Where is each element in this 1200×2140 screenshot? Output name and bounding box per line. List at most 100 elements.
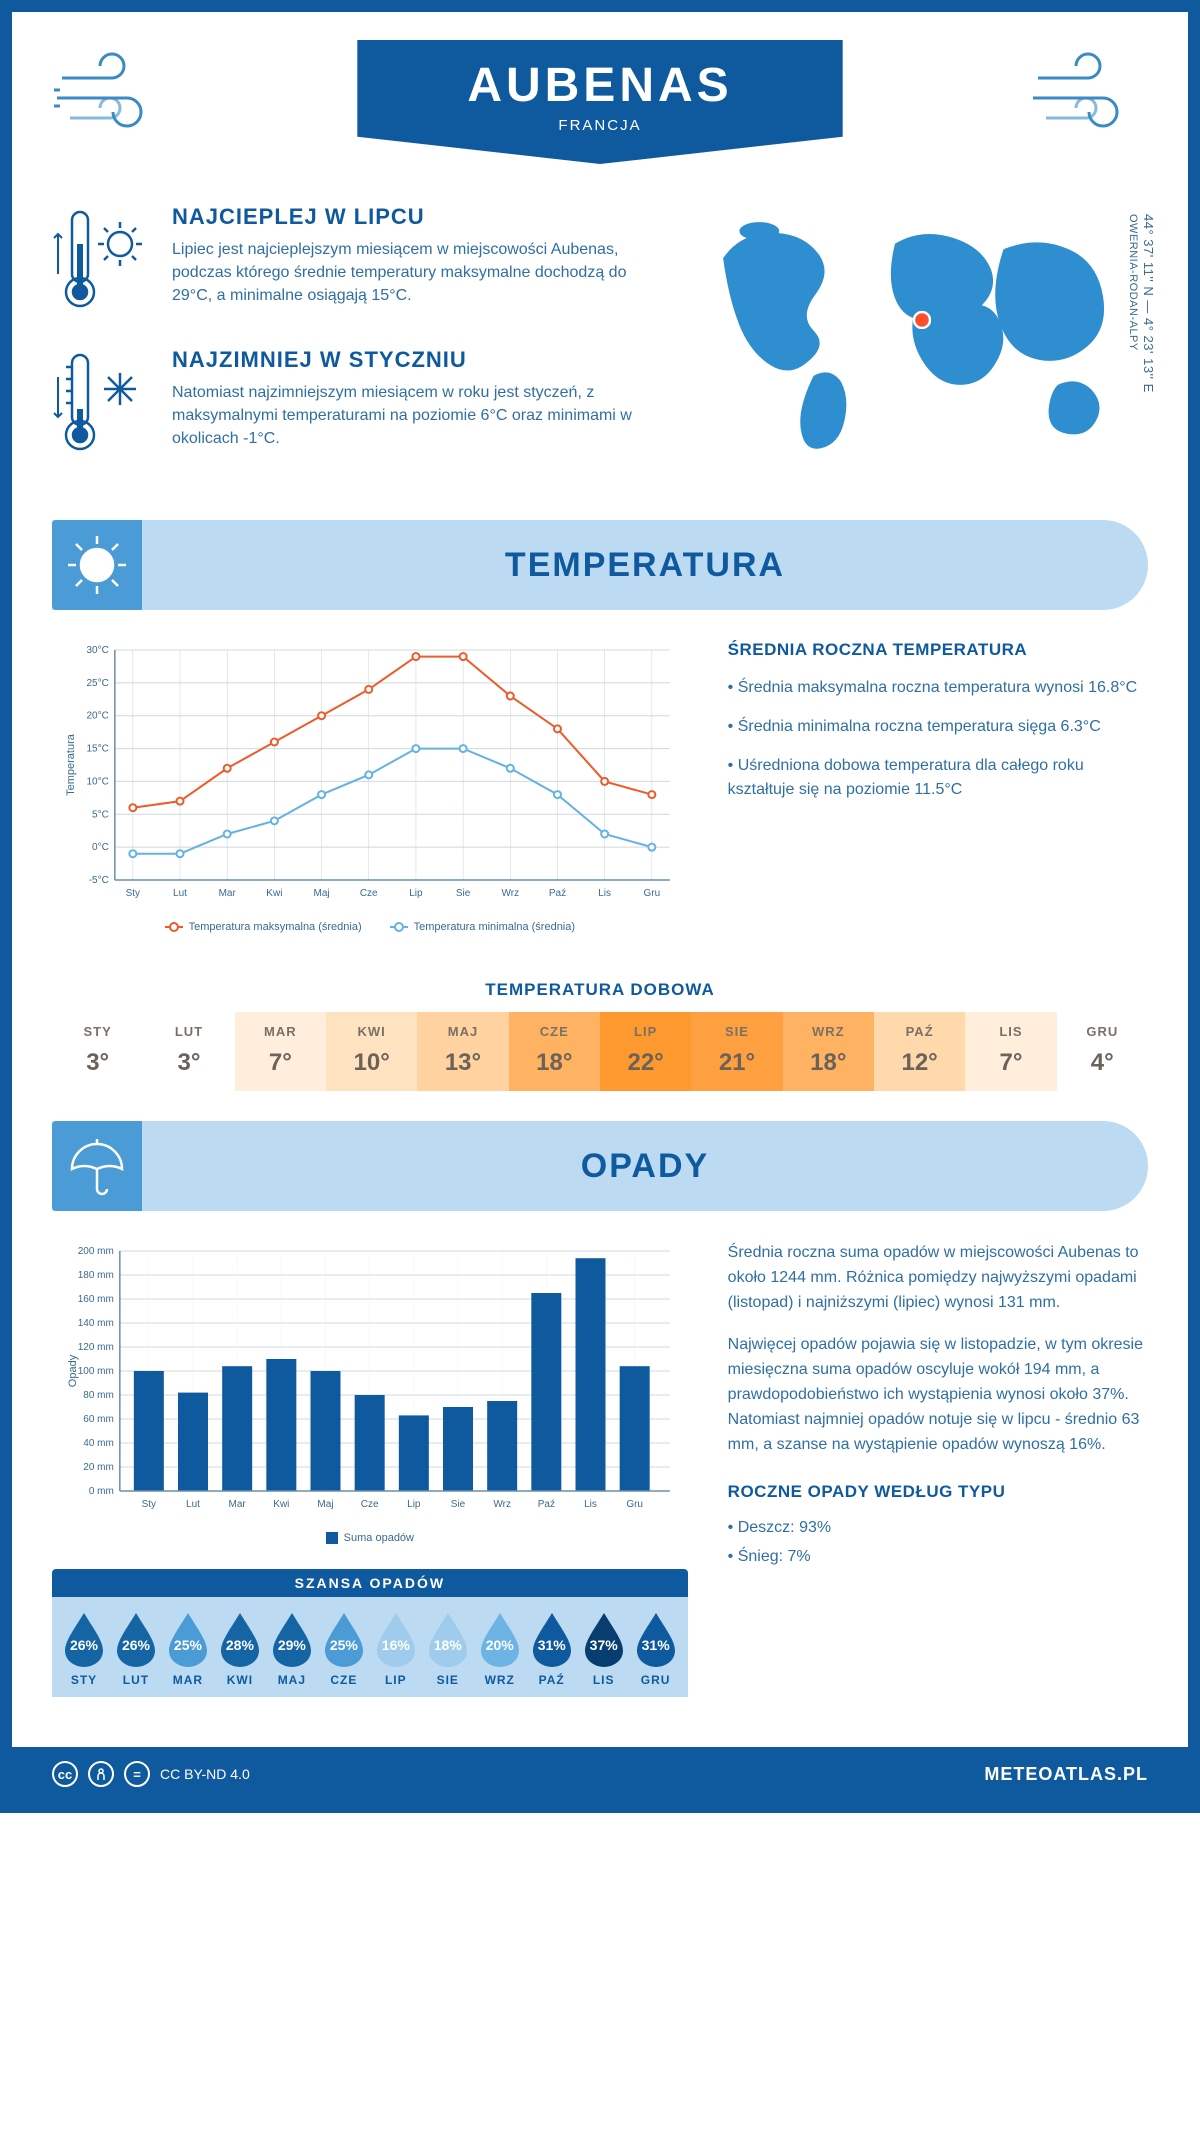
svg-text:Lut: Lut <box>186 1499 200 1510</box>
daily-temp-title: TEMPERATURA DOBOWA <box>52 980 1148 1000</box>
svg-text:Mar: Mar <box>229 1499 247 1510</box>
title-banner: AUBENAS FRANCJA <box>357 40 842 164</box>
svg-text:Sty: Sty <box>142 1499 156 1510</box>
cc-by-icon <box>88 1761 114 1787</box>
precip-type-title: ROCZNE OPADY WEDŁUG TYPU <box>728 1479 1148 1505</box>
sun-icon <box>52 520 142 610</box>
temperature-summary: ŚREDNIA ROCZNA TEMPERATURA • Średnia mak… <box>728 640 1148 950</box>
site-name: METEOATLAS.PL <box>984 1764 1148 1785</box>
map-block: 44° 37' 11'' N — 4° 23' 13'' E OWERNIA-R… <box>696 204 1148 490</box>
svg-text:20 mm: 20 mm <box>83 1462 114 1473</box>
city-name: AUBENAS <box>467 58 732 113</box>
chance-drop: 29%MAJ <box>266 1611 318 1687</box>
coordinates-label: 44° 37' 11'' N — 4° 23' 13'' E OWERNIA-R… <box>1126 214 1156 393</box>
svg-text:200 mm: 200 mm <box>78 1246 114 1257</box>
svg-text:Gru: Gru <box>644 888 661 899</box>
country-name: FRANCJA <box>467 117 732 134</box>
temp-info-title: ŚREDNIA ROCZNA TEMPERATURA <box>728 640 1148 660</box>
precip-summary-2: Najwięcej opadów pojawia się w listopadz… <box>728 1333 1148 1457</box>
precipitation-bar-chart: 0 mm20 mm40 mm60 mm80 mm100 mm120 mm140 … <box>52 1241 688 1551</box>
daily-temp-cell: STY3° <box>52 1012 143 1091</box>
temperature-section-header: TEMPERATURA <box>52 520 1148 610</box>
temp-info-line: • Średnia minimalna roczna temperatura s… <box>728 715 1148 740</box>
header: AUBENAS FRANCJA <box>52 40 1148 164</box>
svg-text:30°C: 30°C <box>86 645 108 656</box>
daily-temp-cell: MAJ13° <box>417 1012 508 1091</box>
svg-text:160 mm: 160 mm <box>78 1294 114 1305</box>
warmest-title: NAJCIEPLEJ W LIPCU <box>172 204 666 230</box>
svg-text:10°C: 10°C <box>86 776 108 787</box>
daily-temperature-strip: STY3°LUT3°MAR7°KWI10°MAJ13°CZE18°LIP22°S… <box>52 1012 1148 1091</box>
thermometer-cold-icon <box>52 347 152 462</box>
svg-text:Maj: Maj <box>317 1499 333 1510</box>
svg-text:Mar: Mar <box>219 888 237 899</box>
daily-temp-cell: SIE21° <box>691 1012 782 1091</box>
location-marker-icon <box>913 311 931 329</box>
daily-temp-cell: PAŹ12° <box>874 1012 965 1091</box>
chance-drop: 31%GRU <box>630 1611 682 1687</box>
svg-text:Sty: Sty <box>126 888 140 899</box>
svg-text:Sie: Sie <box>456 888 471 899</box>
svg-text:5°C: 5°C <box>92 809 109 820</box>
daily-temp-cell: GRU4° <box>1057 1012 1148 1091</box>
coldest-title: NAJZIMNIEJ W STYCZNIU <box>172 347 666 373</box>
chance-drop: 26%LUT <box>110 1611 162 1687</box>
precipitation-chance-strip: 26%STY26%LUT25%MAR28%KWI29%MAJ25%CZE16%L… <box>52 1597 688 1697</box>
svg-text:-5°C: -5°C <box>89 875 109 886</box>
chance-drop: 16%LIP <box>370 1611 422 1687</box>
daily-temp-cell: MAR7° <box>235 1012 326 1091</box>
svg-text:25°C: 25°C <box>86 678 108 689</box>
svg-text:Lip: Lip <box>407 1499 421 1510</box>
precipitation-summary: Średnia roczna suma opadów w miejscowośc… <box>728 1241 1148 1697</box>
svg-text:140 mm: 140 mm <box>78 1318 114 1329</box>
precip-type-line: • Śnieg: 7% <box>728 1545 1148 1570</box>
daily-temp-cell: KWI10° <box>326 1012 417 1091</box>
coldest-body: Natomiast najzimniejszym miesiącem w rok… <box>172 381 666 451</box>
precipitation-title: OPADY <box>142 1147 1148 1186</box>
cc-icon: cc <box>52 1761 78 1787</box>
precip-chart-legend: Suma opadów <box>52 1532 688 1544</box>
wind-icon <box>1028 48 1148 143</box>
svg-text:Sie: Sie <box>451 1499 466 1510</box>
temp-info-line: • Uśredniona dobowa temperatura dla całe… <box>728 754 1148 804</box>
coldest-block: NAJZIMNIEJ W STYCZNIU Natomiast najzimni… <box>52 347 666 462</box>
daily-temp-cell: LUT3° <box>143 1012 234 1091</box>
chance-drop: 20%WRZ <box>474 1611 526 1687</box>
chance-drop: 25%MAR <box>162 1611 214 1687</box>
svg-text:20°C: 20°C <box>86 711 108 722</box>
svg-text:120 mm: 120 mm <box>78 1342 114 1353</box>
svg-text:40 mm: 40 mm <box>83 1438 114 1449</box>
svg-text:60 mm: 60 mm <box>83 1414 114 1425</box>
svg-text:Maj: Maj <box>314 888 330 899</box>
svg-text:15°C: 15°C <box>86 744 108 755</box>
precipitation-section-header: OPADY <box>52 1121 1148 1211</box>
svg-text:Lip: Lip <box>409 888 423 899</box>
svg-text:Cze: Cze <box>360 888 378 899</box>
warmest-block: NAJCIEPLEJ W LIPCU Lipiec jest najcieple… <box>52 204 666 319</box>
chance-drop: 37%LIS <box>578 1611 630 1687</box>
svg-text:Lut: Lut <box>173 888 187 899</box>
wind-icon <box>52 48 172 143</box>
temperature-title: TEMPERATURA <box>142 546 1148 585</box>
chance-title: SZANSA OPADÓW <box>52 1569 688 1597</box>
svg-text:Cze: Cze <box>361 1499 379 1510</box>
svg-text:Kwi: Kwi <box>273 1499 289 1510</box>
svg-text:Lis: Lis <box>598 888 611 899</box>
svg-text:0°C: 0°C <box>92 842 109 853</box>
world-map-icon <box>696 204 1148 457</box>
svg-text:Temperatura: Temperatura <box>65 733 77 796</box>
chance-drop: 18%SIE <box>422 1611 474 1687</box>
precip-summary-1: Średnia roczna suma opadów w miejscowośc… <box>728 1241 1148 1315</box>
daily-temp-cell: CZE18° <box>509 1012 600 1091</box>
svg-text:100 mm: 100 mm <box>78 1366 114 1377</box>
precip-type-line: • Deszcz: 93% <box>728 1516 1148 1541</box>
temperature-line-chart: -5°C0°C5°C10°C15°C20°C25°C30°CStyLutMarK… <box>52 640 688 950</box>
cc-nd-icon: = <box>124 1761 150 1787</box>
daily-temp-cell: LIP22° <box>600 1012 691 1091</box>
svg-text:Wrz: Wrz <box>501 888 519 899</box>
daily-temp-cell: LIS7° <box>965 1012 1056 1091</box>
svg-text:0 mm: 0 mm <box>89 1486 114 1497</box>
chance-drop: 31%PAŹ <box>526 1611 578 1687</box>
svg-text:Wrz: Wrz <box>493 1499 511 1510</box>
temp-info-line: • Średnia maksymalna roczna temperatura … <box>728 676 1148 701</box>
